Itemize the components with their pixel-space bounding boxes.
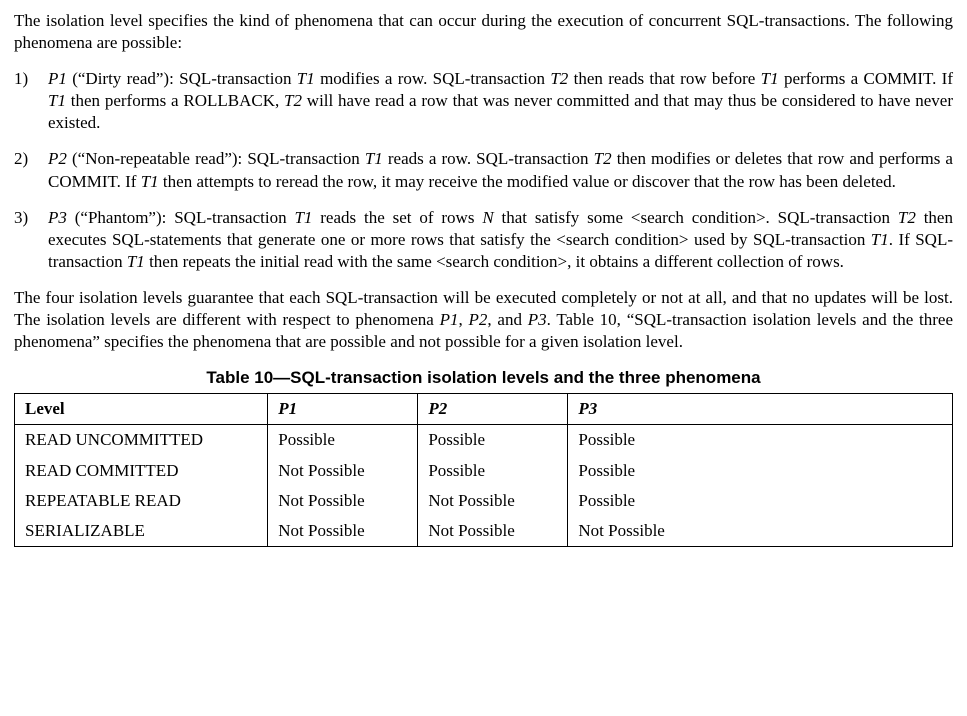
txn: T1 bbox=[297, 69, 315, 88]
t: performs a COMMIT. If bbox=[779, 69, 953, 88]
txn: T2 bbox=[284, 91, 302, 110]
th-text: P3 bbox=[578, 399, 597, 418]
table-row: SERIALIZABLE Not Possible Not Possible N… bbox=[15, 516, 953, 547]
phenomena-list: 1) P1 (“Dirty read”): SQL-transaction T1… bbox=[14, 68, 953, 273]
t: then performs a ROLLBACK, bbox=[66, 91, 284, 110]
cell-p2: Not Possible bbox=[418, 486, 568, 516]
table-header-row: Level P1 P2 P3 bbox=[15, 394, 953, 425]
item-body: P1 (“Dirty read”): SQL-transaction T1 mo… bbox=[48, 68, 953, 134]
t: that satisfy some <search condition>. SQ… bbox=[494, 208, 898, 227]
p-name: Phantom bbox=[88, 208, 148, 227]
p-name: Dirty read bbox=[85, 69, 155, 88]
t: ”): SQL-transaction bbox=[148, 208, 294, 227]
cell-level: SERIALIZABLE bbox=[15, 516, 268, 547]
txn: N bbox=[482, 208, 493, 227]
cell-p1: Not Possible bbox=[268, 486, 418, 516]
txn: T1 bbox=[365, 149, 383, 168]
table-row: READ COMMITTED Not Possible Possible Pos… bbox=[15, 456, 953, 486]
t: , bbox=[458, 310, 468, 329]
caption-pre: Table 10— bbox=[206, 368, 290, 387]
table-caption: Table 10—SQL-transaction isolation level… bbox=[14, 367, 953, 389]
cell-level: READ COMMITTED bbox=[15, 456, 268, 486]
t: reads a row. SQL-transaction bbox=[383, 149, 594, 168]
cell-p1: Possible bbox=[268, 425, 418, 456]
cell-p2: Possible bbox=[418, 456, 568, 486]
txn: T2 bbox=[898, 208, 916, 227]
cell-p2: Possible bbox=[418, 425, 568, 456]
p-name: Non-repeatable read bbox=[85, 149, 224, 168]
table-row: READ UNCOMMITTED Possible Possible Possi… bbox=[15, 425, 953, 456]
outro-paragraph: The four isolation levels guarantee that… bbox=[14, 287, 953, 353]
item-body: P3 (“Phantom”): SQL-transaction T1 reads… bbox=[48, 207, 953, 273]
caption-text: SQL-transaction isolation levels and the… bbox=[290, 368, 760, 387]
t: reads the set of rows bbox=[312, 208, 482, 227]
t: then reads that row before bbox=[568, 69, 760, 88]
cell-p1: Not Possible bbox=[268, 516, 418, 547]
item-number: 1) bbox=[14, 68, 48, 134]
cell-p1: Not Possible bbox=[268, 456, 418, 486]
phenomenon-item: 1) P1 (“Dirty read”): SQL-transaction T1… bbox=[14, 68, 953, 134]
col-header-p1: P1 bbox=[268, 394, 418, 425]
cell-level: REPEATABLE READ bbox=[15, 486, 268, 516]
txn: T1 bbox=[761, 69, 779, 88]
t: ”): SQL-transaction bbox=[224, 149, 364, 168]
item-number: 3) bbox=[14, 207, 48, 273]
p-ref: P1 bbox=[440, 310, 459, 329]
txn: T1 bbox=[871, 230, 889, 249]
intro-paragraph: The isolation level specifies the kind o… bbox=[14, 10, 953, 54]
t: , and bbox=[487, 310, 527, 329]
cell-p3: Possible bbox=[568, 456, 953, 486]
phenomenon-item: 3) P3 (“Phantom”): SQL-transaction T1 re… bbox=[14, 207, 953, 273]
table-row: REPEATABLE READ Not Possible Not Possibl… bbox=[15, 486, 953, 516]
th-text: P2 bbox=[428, 399, 447, 418]
p-ref: P3 bbox=[528, 310, 547, 329]
t: modifies a row. SQL-transaction bbox=[315, 69, 551, 88]
cell-level: READ UNCOMMITTED bbox=[15, 425, 268, 456]
txn: T1 bbox=[294, 208, 312, 227]
col-header-level: Level bbox=[15, 394, 268, 425]
txn: T1 bbox=[127, 252, 145, 271]
p-ref: P2 bbox=[469, 310, 488, 329]
col-header-p2: P2 bbox=[418, 394, 568, 425]
item-body: P2 (“Non-repeatable read”): SQL-transact… bbox=[48, 148, 953, 192]
txn: T1 bbox=[48, 91, 66, 110]
txn: T1 bbox=[141, 172, 159, 191]
cell-p3: Not Possible bbox=[568, 516, 953, 547]
txn: T2 bbox=[594, 149, 612, 168]
cell-p3: Possible bbox=[568, 425, 953, 456]
item-number: 2) bbox=[14, 148, 48, 192]
isolation-table: Level P1 P2 P3 READ UNCOMMITTED Possible… bbox=[14, 393, 953, 546]
th-text: P1 bbox=[278, 399, 297, 418]
cell-p2: Not Possible bbox=[418, 516, 568, 547]
t: ”): SQL-transaction bbox=[156, 69, 297, 88]
t: (“ bbox=[67, 149, 85, 168]
t: (“ bbox=[67, 208, 88, 227]
t: then attempts to reread the row, it may … bbox=[159, 172, 896, 191]
txn: T2 bbox=[550, 69, 568, 88]
p-code: P2 bbox=[48, 149, 67, 168]
p-code: P3 bbox=[48, 208, 67, 227]
p-code: P1 bbox=[48, 69, 67, 88]
t: (“ bbox=[67, 69, 86, 88]
col-header-p3: P3 bbox=[568, 394, 953, 425]
t: then repeats the initial read with the s… bbox=[145, 252, 844, 271]
phenomenon-item: 2) P2 (“Non-repeatable read”): SQL-trans… bbox=[14, 148, 953, 192]
cell-p3: Possible bbox=[568, 486, 953, 516]
